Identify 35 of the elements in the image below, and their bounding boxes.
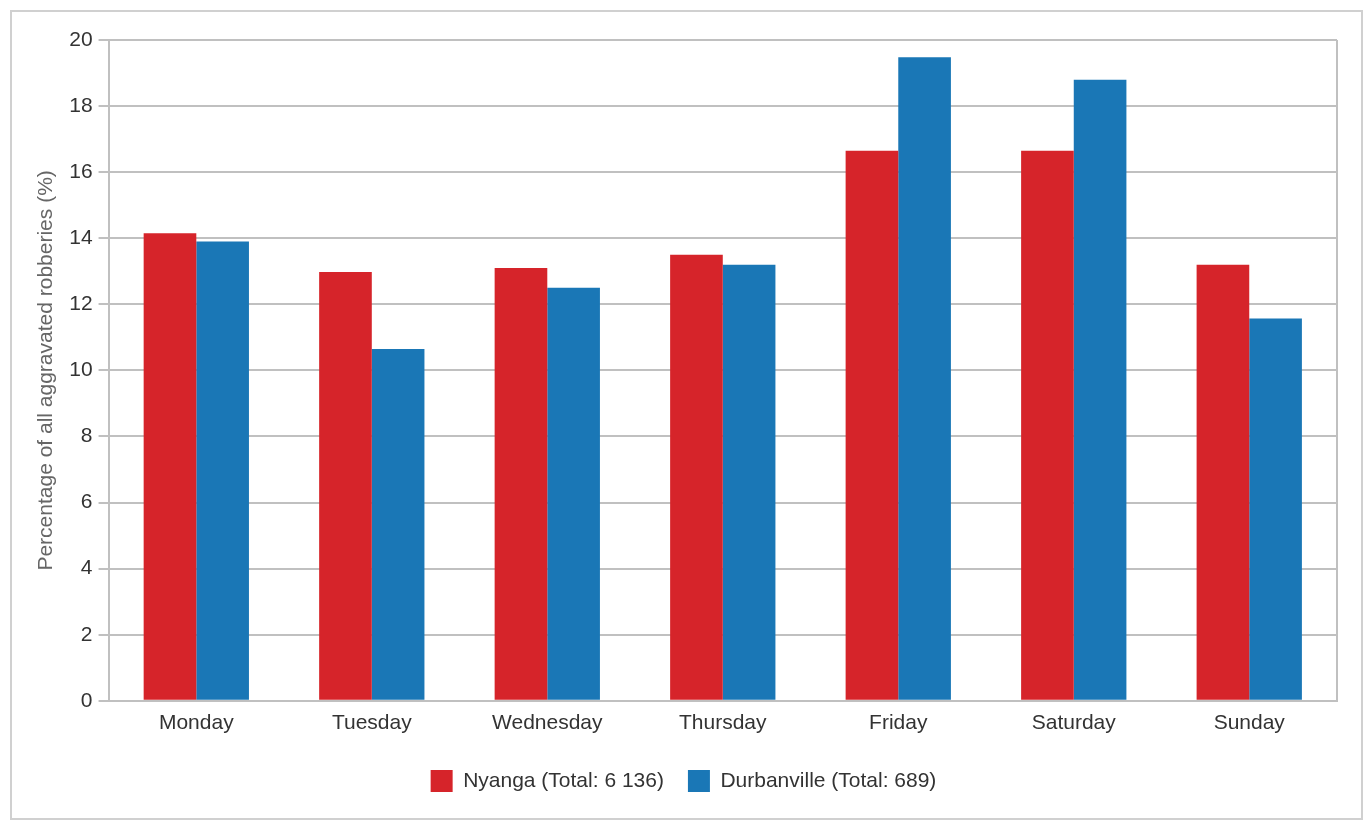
y-tick-label: 20: [69, 26, 93, 50]
bar: [670, 254, 723, 700]
y-tick-label: 6: [80, 489, 93, 513]
y-tick-label: 0: [80, 687, 93, 711]
y-tick-label: 10: [69, 357, 93, 381]
bar: [143, 233, 197, 700]
legend-label: Durbanville (Total: 689): [720, 767, 937, 791]
y-tick-label: 8: [80, 423, 93, 447]
bar: [1196, 264, 1250, 700]
x-tick-label: Saturday: [1031, 710, 1117, 734]
y-tick-label: 18: [69, 92, 93, 116]
bar: [898, 57, 951, 700]
x-tick-label: Monday: [158, 710, 235, 734]
bar: [319, 271, 372, 700]
bar: [1249, 318, 1302, 700]
y-tick-label: 4: [80, 555, 93, 579]
bar: [1073, 79, 1127, 700]
y-tick-label: 14: [69, 225, 93, 249]
bar: [1021, 150, 1074, 700]
y-tick-label: 16: [69, 158, 93, 182]
bar: [845, 150, 899, 700]
legend-label: Nyanga (Total: 6 136): [463, 767, 664, 791]
bar: [371, 348, 425, 700]
bar: [722, 264, 776, 700]
x-tick-label: Sunday: [1213, 710, 1286, 734]
x-tick-label: Wednesday: [492, 710, 604, 734]
bar: [494, 267, 548, 700]
y-tick-label: 2: [80, 621, 93, 645]
x-tick-label: Tuesday: [331, 710, 413, 734]
bar: [196, 241, 249, 700]
x-tick-label: Thursday: [679, 710, 768, 734]
y-axis-title: Percentage of all aggravated robberies (%): [33, 170, 57, 571]
y-tick-label: 12: [69, 291, 93, 315]
bar: [547, 287, 600, 700]
x-tick-label: Friday: [869, 710, 928, 734]
